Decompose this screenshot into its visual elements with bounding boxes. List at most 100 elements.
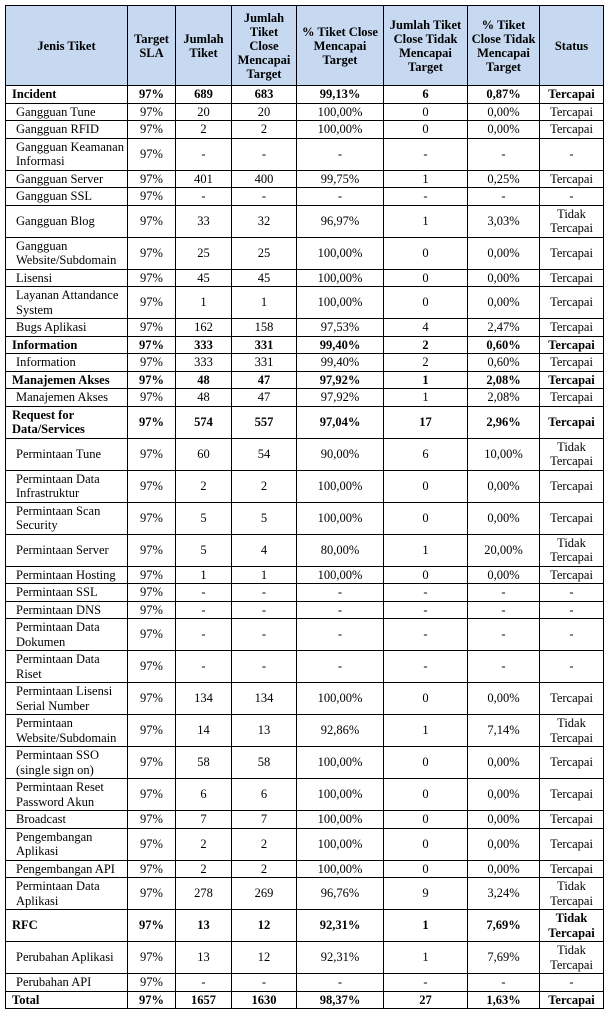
ticket-type: Total — [5, 990, 128, 1009]
cell: 3,24% — [467, 877, 540, 910]
cell: 5 — [175, 533, 232, 567]
ticket-type: Request for Data/Services — [5, 405, 128, 439]
cell: Tercapai — [539, 810, 604, 829]
cell: 100,00% — [296, 859, 384, 878]
cell: 100,00% — [296, 469, 384, 503]
cell: 97% — [127, 286, 176, 319]
cell: 97% — [127, 973, 176, 992]
cell: 0,00% — [467, 501, 540, 535]
cell: 6 — [175, 778, 232, 811]
cell: 97% — [127, 120, 176, 139]
cell: 32 — [231, 204, 297, 238]
cell: 97,53% — [296, 318, 384, 337]
cell: 557 — [231, 405, 297, 439]
ticket-type: Incident — [5, 85, 128, 104]
header-cell: Jenis Tiket — [5, 5, 128, 86]
cell: 58 — [175, 746, 232, 779]
cell: 14 — [175, 714, 232, 747]
cell: 1630 — [231, 990, 297, 1009]
cell: 0 — [383, 859, 468, 878]
cell: 97% — [127, 370, 176, 389]
cell: 2 — [383, 353, 468, 372]
cell: 100,00% — [296, 102, 384, 121]
cell: 100,00% — [296, 286, 384, 319]
cell: 97% — [127, 388, 176, 407]
cell: 92,31% — [296, 909, 384, 942]
cell: 100,00% — [296, 827, 384, 861]
cell: 0 — [383, 102, 468, 121]
cell: 97% — [127, 778, 176, 811]
cell: 100,00% — [296, 565, 384, 584]
row: Gangguan SSL 97% - - - - - - — [5, 187, 604, 206]
cell: 97% — [127, 714, 176, 747]
section-row: Manajemen Akses 97% 48 47 97,92% 1 2,08% Tercap… — [5, 370, 604, 389]
cell: Tercapai — [539, 236, 604, 270]
ticket-table: Jenis Tiket Target SLA Jumlah Tiket Jumlah … — [5, 5, 604, 1009]
cell: 97% — [127, 583, 176, 602]
cell: 1 — [383, 204, 468, 238]
cell: - — [296, 583, 384, 602]
cell: 100,00% — [296, 501, 384, 535]
cell: 5 — [231, 501, 297, 535]
cell: 97% — [127, 85, 176, 104]
cell: - — [467, 583, 540, 602]
ticket-type: Gangguan Server — [5, 169, 128, 188]
cell: 1 — [383, 169, 468, 188]
cell: - — [467, 600, 540, 619]
cell: - — [467, 187, 540, 206]
cell: - — [296, 650, 384, 683]
cell: Tidak Tercapai — [539, 714, 604, 747]
cell: 97% — [127, 600, 176, 619]
cell: 100,00% — [296, 746, 384, 779]
cell: 10,00% — [467, 437, 540, 471]
header-cell: % Tiket Close Tidak Mencapai Target — [467, 5, 540, 86]
cell: 2,47% — [467, 318, 540, 337]
cell: 0 — [383, 286, 468, 319]
row: Permintaan DNS 97% - - - - - - — [5, 600, 604, 619]
cell: 2 — [231, 827, 297, 861]
cell: - — [467, 618, 540, 651]
cell: Tidak Tercapai — [539, 533, 604, 567]
cell: 97% — [127, 746, 176, 779]
cell: 90,00% — [296, 437, 384, 471]
cell: 12 — [231, 941, 297, 974]
cell: 97% — [127, 405, 176, 439]
cell: 0 — [383, 501, 468, 535]
cell: 2 — [175, 827, 232, 861]
ticket-type: Broadcast — [5, 810, 128, 829]
cell: Tercapai — [539, 778, 604, 811]
cell: 2 — [175, 859, 232, 878]
ticket-type: Permintaan Data Infrastruktur — [5, 469, 128, 503]
row: Permintaan Scan Security 97% 5 5 100,00% 0 0,0… — [5, 501, 604, 535]
cell: 97,92% — [296, 370, 384, 389]
cell: 0,25% — [467, 169, 540, 188]
cell: Tercapai — [539, 405, 604, 439]
cell: - — [467, 137, 540, 171]
cell: 97% — [127, 827, 176, 861]
cell: 80,00% — [296, 533, 384, 567]
cell: - — [539, 618, 604, 651]
row: Gangguan RFID 97% 2 2 100,00% 0 0,00% Tercapai — [5, 120, 604, 139]
ticket-type: Gangguan Website/Subdomain — [5, 236, 128, 270]
cell: 1 — [175, 565, 232, 584]
cell: - — [383, 650, 468, 683]
cell: 0,00% — [467, 286, 540, 319]
cell: Tercapai — [539, 268, 604, 287]
row: Gangguan Website/Subdomain 97% 25 25 100,00%… — [5, 236, 604, 270]
cell: 13 — [175, 941, 232, 974]
cell: 0,00% — [467, 469, 540, 503]
cell: - — [296, 600, 384, 619]
ticket-type: Permintaan Tune — [5, 437, 128, 471]
cell: 97% — [127, 335, 176, 354]
cell: 54 — [231, 437, 297, 471]
row: Broadcast 97% 7 7 100,00% 0 0,00% Tercapai — [5, 810, 604, 829]
cell: Tercapai — [539, 388, 604, 407]
cell: 0 — [383, 746, 468, 779]
cell: 2 — [175, 469, 232, 503]
ticket-type: Information — [5, 353, 128, 372]
row: Information 97% 333 331 99,40% 2 0,60% Tercapai — [5, 353, 604, 372]
cell: Tercapai — [539, 370, 604, 389]
cell: - — [296, 187, 384, 206]
cell: 1,63% — [467, 990, 540, 1009]
cell: 97% — [127, 650, 176, 683]
